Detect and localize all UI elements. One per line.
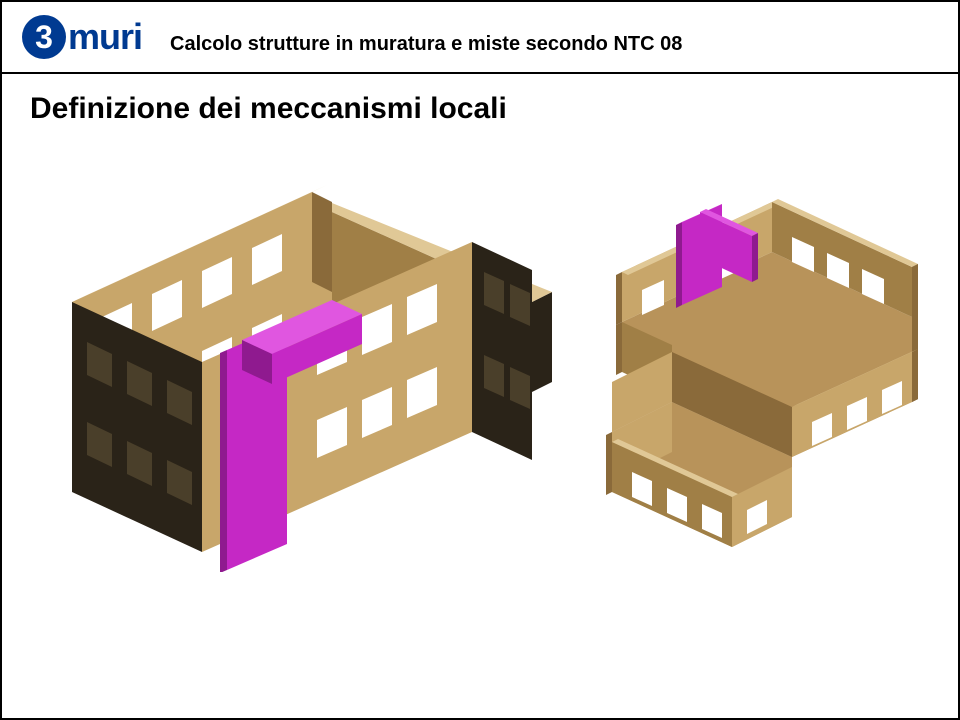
figures-area <box>2 142 958 662</box>
diagram-right-building <box>582 172 932 557</box>
diagram-left-building <box>32 172 562 577</box>
logo-word: muri <box>68 16 142 58</box>
brand-logo: 3 muri <box>22 15 142 59</box>
header: 3 muri Calcolo strutture in muratura e m… <box>2 2 958 74</box>
body: Definizione dei meccanismi locali <box>2 74 958 144</box>
slide-page: 3 muri Calcolo strutture in muratura e m… <box>0 0 960 720</box>
logo-badge-icon: 3 <box>22 15 66 59</box>
header-tagline: Calcolo strutture in muratura e miste se… <box>170 19 938 56</box>
logo-number: 3 <box>35 21 53 53</box>
page-title: Definizione dei meccanismi locali <box>30 92 930 126</box>
